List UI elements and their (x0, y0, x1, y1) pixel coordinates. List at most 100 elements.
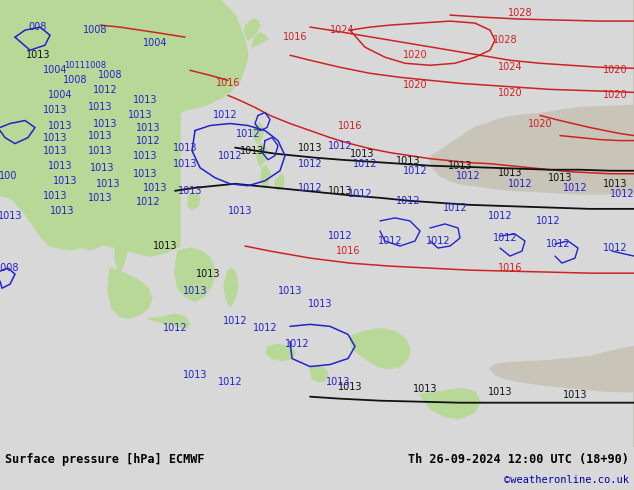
Text: 1016: 1016 (283, 32, 307, 42)
Polygon shape (275, 174, 284, 191)
Text: 1013: 1013 (87, 130, 112, 141)
Text: 10111008: 10111008 (64, 61, 106, 70)
Text: 1013: 1013 (143, 183, 167, 193)
Text: ©weatheronline.co.uk: ©weatheronline.co.uk (504, 475, 629, 485)
Text: 1012: 1012 (217, 150, 242, 161)
Text: 1013: 1013 (49, 206, 74, 216)
Text: 1012: 1012 (603, 243, 627, 253)
Text: 1008: 1008 (63, 75, 87, 85)
Text: 1012: 1012 (236, 128, 261, 139)
Polygon shape (252, 123, 264, 144)
Text: 1013: 1013 (87, 193, 112, 203)
Text: 1013: 1013 (90, 163, 114, 172)
Text: 1013: 1013 (548, 173, 573, 183)
Text: 1012: 1012 (285, 340, 309, 349)
Text: 1013: 1013 (42, 105, 67, 116)
Polygon shape (150, 0, 248, 109)
Text: 1020: 1020 (603, 90, 627, 100)
Text: 1013: 1013 (328, 186, 353, 196)
Text: 1013: 1013 (153, 241, 178, 251)
Text: 008: 008 (29, 22, 47, 32)
Text: 1012: 1012 (212, 110, 237, 121)
Text: 1012: 1012 (93, 85, 117, 96)
Text: 1013: 1013 (603, 179, 627, 189)
Text: 1012: 1012 (353, 159, 377, 169)
Text: 1012: 1012 (217, 377, 242, 387)
Polygon shape (266, 344, 295, 361)
Text: 1013: 1013 (133, 96, 157, 105)
Text: 1013: 1013 (133, 169, 157, 179)
Text: 1012: 1012 (610, 189, 634, 199)
Text: 1013: 1013 (42, 191, 67, 201)
Polygon shape (257, 144, 267, 166)
Polygon shape (0, 0, 180, 256)
Text: 1013: 1013 (298, 143, 322, 152)
Polygon shape (108, 268, 152, 318)
Text: 1016: 1016 (336, 246, 360, 256)
Text: 1024: 1024 (498, 62, 522, 73)
Text: 1013: 1013 (87, 146, 112, 156)
Polygon shape (148, 314, 190, 328)
Text: 1012: 1012 (508, 179, 533, 189)
Text: 1013: 1013 (183, 286, 207, 296)
Polygon shape (95, 146, 152, 248)
Text: 100: 100 (0, 171, 17, 181)
Polygon shape (261, 166, 270, 188)
Text: 1020: 1020 (403, 50, 427, 60)
Polygon shape (80, 0, 240, 121)
Text: 1013: 1013 (53, 176, 77, 186)
Text: 1013: 1013 (42, 146, 67, 156)
Text: 1008: 1008 (83, 25, 107, 35)
Text: 1012: 1012 (163, 323, 187, 333)
Text: 1013: 1013 (326, 377, 350, 387)
Polygon shape (430, 0, 634, 194)
Text: 1013: 1013 (183, 369, 207, 380)
Text: 1012: 1012 (328, 231, 353, 241)
Text: 1004: 1004 (48, 90, 72, 100)
Text: 1013: 1013 (338, 382, 362, 392)
Text: 1012: 1012 (536, 216, 560, 226)
Text: 1004: 1004 (42, 65, 67, 75)
Text: 1013: 1013 (127, 110, 152, 121)
Polygon shape (310, 367, 328, 382)
Text: 1012: 1012 (546, 239, 571, 249)
Text: 1013: 1013 (240, 146, 264, 156)
Text: 1012: 1012 (425, 236, 450, 246)
Text: 1020: 1020 (527, 119, 552, 128)
Polygon shape (420, 389, 480, 419)
Text: Surface pressure [hPa] ECMWF: Surface pressure [hPa] ECMWF (5, 453, 205, 466)
Text: 1012: 1012 (223, 317, 247, 326)
Text: 1012: 1012 (563, 183, 587, 193)
Text: 1013: 1013 (228, 206, 252, 216)
Text: 1013: 1013 (48, 121, 72, 130)
Text: 1012: 1012 (298, 183, 322, 193)
Polygon shape (188, 192, 200, 210)
Text: 1028: 1028 (493, 35, 517, 45)
Text: 1012: 1012 (488, 211, 512, 221)
Text: 1013: 1013 (0, 211, 22, 221)
Text: 1012: 1012 (136, 136, 160, 146)
Polygon shape (490, 346, 634, 447)
Text: 1013: 1013 (48, 161, 72, 171)
Polygon shape (350, 328, 410, 368)
Text: 1004: 1004 (143, 38, 167, 48)
Text: 1012: 1012 (328, 141, 353, 150)
Text: 1013: 1013 (136, 122, 160, 132)
Text: 1013: 1013 (448, 161, 472, 171)
Text: 1013: 1013 (413, 384, 437, 393)
Polygon shape (0, 0, 168, 222)
Text: 1013: 1013 (42, 133, 67, 143)
Text: 1016: 1016 (216, 78, 240, 88)
Text: 1013: 1013 (498, 168, 522, 178)
Text: 1013: 1013 (93, 119, 117, 128)
Text: 1012: 1012 (456, 171, 481, 181)
Text: 1028: 1028 (508, 8, 533, 18)
Text: 1008: 1008 (98, 71, 122, 80)
Text: 1012: 1012 (493, 233, 517, 243)
Text: 1013: 1013 (178, 186, 202, 196)
Text: 1013: 1013 (196, 269, 220, 279)
Polygon shape (244, 19, 260, 40)
Text: 1013: 1013 (133, 150, 157, 161)
Text: 1013: 1013 (26, 50, 50, 60)
Text: 1012: 1012 (253, 323, 277, 333)
